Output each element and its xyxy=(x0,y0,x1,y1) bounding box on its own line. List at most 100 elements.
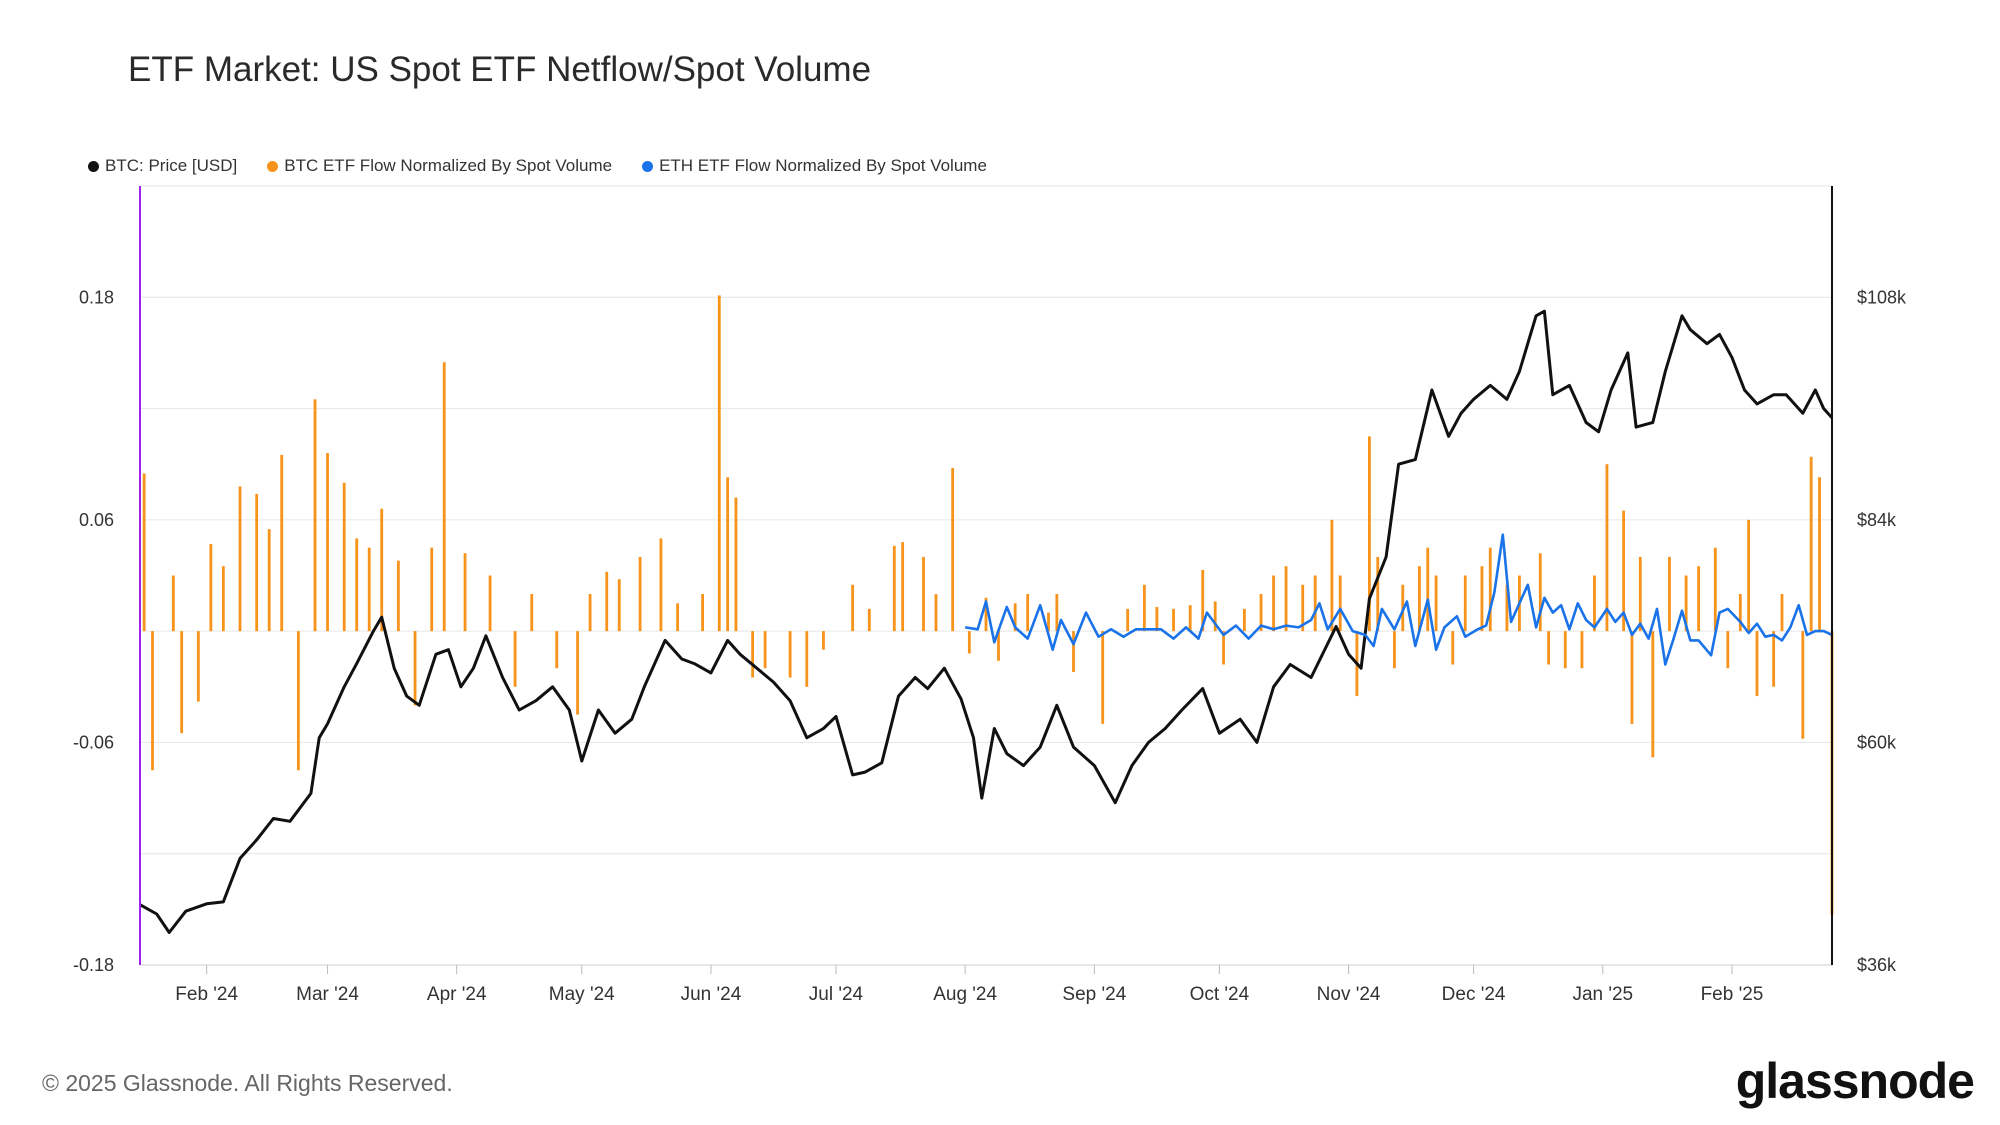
btc-flow-bar xyxy=(1684,575,1688,632)
btc-flow-bar xyxy=(1026,594,1030,632)
btc-flow-bar xyxy=(1242,608,1246,632)
btc-flow-bar xyxy=(659,538,663,632)
legend-item-eth-flow[interactable]: ETH ETF Flow Normalized By Spot Volume xyxy=(642,156,987,176)
btc-flow-bar xyxy=(1213,601,1217,632)
btc-flow-bar xyxy=(892,545,896,632)
btc-flow-bar xyxy=(530,594,534,632)
btc-flow-bar xyxy=(734,497,738,632)
btc-flow-bar xyxy=(367,547,371,632)
btc-flow-bar xyxy=(605,571,609,632)
y-left-tick-label: 0.18 xyxy=(79,287,114,307)
btc-flow-bar xyxy=(1772,631,1776,687)
y-left-tick-label: -0.06 xyxy=(73,732,114,752)
legend-dot-btc-price xyxy=(88,160,99,172)
copyright-footer: © 2025 Glassnode. All Rights Reserved. xyxy=(42,1070,453,1096)
btc-flow-bar xyxy=(221,566,225,632)
btc-flow-bar xyxy=(1651,631,1655,758)
btc-flow-bar xyxy=(326,453,329,632)
legend-label-eth-flow: ETH ETF Flow Normalized By Spot Volume xyxy=(659,156,987,175)
btc-flow-bar xyxy=(209,543,213,632)
x-tick-label: Jan '25 xyxy=(1572,984,1633,1005)
btc-flow-bar xyxy=(380,508,384,632)
btc-flow-bar xyxy=(1368,436,1371,632)
legend-item-btc-flow[interactable]: BTC ETF Flow Normalized By Spot Volume xyxy=(267,156,612,176)
btc-flow-bar xyxy=(1172,608,1175,632)
btc-flow-bar xyxy=(1259,594,1263,632)
btc-flow-bar xyxy=(413,631,417,706)
btc-flow-bar xyxy=(296,631,300,771)
legend-item-btc-price[interactable]: BTC: Price [USD] xyxy=(88,156,237,176)
btc-flow-bar xyxy=(151,631,154,771)
btc-flow-bar xyxy=(1580,631,1584,669)
btc-flow-bar xyxy=(1284,566,1288,632)
btc-flow-bar xyxy=(313,399,317,632)
x-tick-label: May '24 xyxy=(549,984,615,1005)
btc-flow-bar xyxy=(1713,547,1717,632)
btc-flow-bar xyxy=(934,594,938,632)
btc-flow-bar xyxy=(1480,566,1484,632)
btc-flow-bar xyxy=(1301,584,1305,632)
x-tick-label: Sep '24 xyxy=(1062,984,1126,1005)
btc-flow-bar xyxy=(1668,556,1671,632)
btc-flow-bar xyxy=(1313,575,1317,632)
btc-flow-bar xyxy=(1330,519,1334,632)
btc-flow-bar xyxy=(576,631,579,715)
legend: BTC: Price [USD] BTC ETF Flow Normalized… xyxy=(88,156,987,176)
eth-flow-line xyxy=(965,533,1833,666)
btc-flow-bar xyxy=(1505,584,1509,632)
y-left-tick-label: 0.06 xyxy=(79,510,114,530)
btc-flow-bar xyxy=(1222,631,1225,665)
btc-flow-bar xyxy=(255,493,259,632)
x-tick-label: Aug '24 xyxy=(933,984,997,1005)
y-right-tick-label: $36k xyxy=(1857,955,1897,975)
x-tick-label: Nov '24 xyxy=(1317,984,1381,1005)
btc-flow-bar xyxy=(355,538,359,632)
btc-flow-bar xyxy=(638,556,642,632)
btc-flow-bar xyxy=(1155,607,1159,632)
btc-flow-bar xyxy=(617,579,621,632)
btc-flow-bar xyxy=(1780,594,1784,632)
btc-price-line xyxy=(139,309,1834,934)
btc-flow-bar xyxy=(588,594,592,632)
btc-flow-bar xyxy=(1755,631,1759,697)
btc-flow-bar xyxy=(1055,594,1059,632)
btc-flow-bar xyxy=(822,631,825,650)
btc-flow-bar xyxy=(1818,477,1821,632)
x-tick-label: Oct '24 xyxy=(1190,984,1250,1005)
btc-flow-bar xyxy=(267,529,271,632)
btc-flow-bar xyxy=(951,467,955,632)
btc-flow-bar xyxy=(851,584,855,632)
btc-flow-bar xyxy=(1809,456,1813,632)
btc-flow-bar xyxy=(442,362,446,632)
btc-flow-bar xyxy=(1142,584,1146,632)
btc-flow-bar xyxy=(196,631,200,702)
btc-flow-bar xyxy=(1451,631,1455,665)
btc-flow-bar xyxy=(555,631,559,669)
x-tick-label: Dec '24 xyxy=(1442,984,1506,1005)
btc-flow-bar xyxy=(396,560,400,632)
btc-flow-bar xyxy=(901,542,905,632)
x-tick-label: Jul '24 xyxy=(809,984,864,1005)
x-tick-label: Feb '24 xyxy=(175,984,238,1005)
btc-flow-bar xyxy=(1338,575,1342,632)
btc-flow-bar xyxy=(1488,547,1492,632)
btc-flow-bar xyxy=(1426,547,1430,632)
y-left-tick-label: -0.18 xyxy=(73,955,114,975)
btc-flow-bar xyxy=(1272,575,1275,632)
btc-flow-bar xyxy=(1726,631,1730,669)
btc-flow-bar xyxy=(1547,631,1551,665)
btc-flow-bar xyxy=(280,454,284,632)
btc-flow-bar xyxy=(1101,631,1105,724)
btc-flow-bar xyxy=(238,486,242,632)
y-right-tick-label: $60k xyxy=(1857,732,1897,752)
btc-flow-bar xyxy=(717,295,721,632)
btc-flow-bar xyxy=(726,477,730,632)
x-tick-label: Feb '25 xyxy=(1701,984,1764,1005)
btc-flow-bar xyxy=(1638,556,1642,632)
x-tick-label: Apr '24 xyxy=(427,984,487,1005)
legend-dot-eth-flow xyxy=(642,160,654,172)
btc-flow-bar xyxy=(1630,631,1634,724)
btc-flow-bar xyxy=(1201,569,1205,632)
btc-flow-bar xyxy=(1697,566,1701,632)
